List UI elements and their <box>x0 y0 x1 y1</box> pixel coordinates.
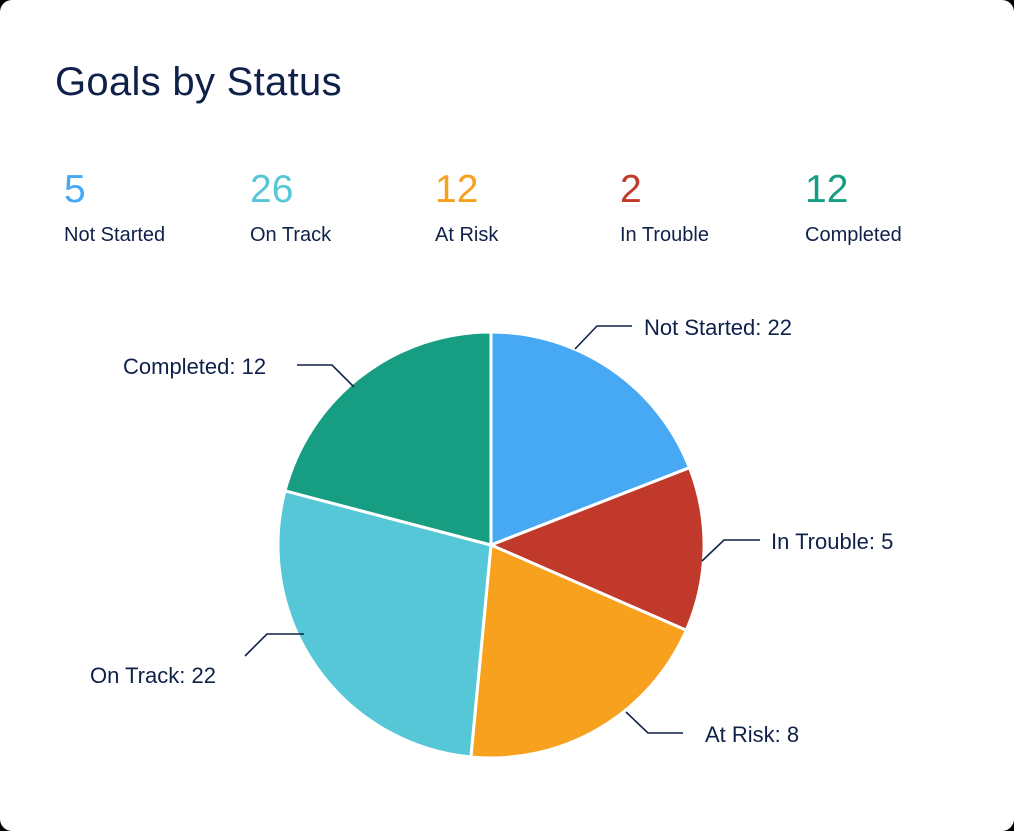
stat-value: 5 <box>64 168 86 211</box>
slice-completed[interactable] <box>283 330 493 547</box>
data-label-not-started: Not Started: 22 <box>644 315 792 340</box>
data-label-on-track: On Track: 22 <box>90 663 216 688</box>
chart-title: Goals by Status <box>55 60 342 104</box>
stat-label: At Risk <box>435 224 499 246</box>
stat-label: In Trouble <box>620 224 709 246</box>
stat-value: 26 <box>250 168 294 211</box>
stat-completed: 12 Completed <box>805 168 902 247</box>
stat-label: On Track <box>250 224 332 246</box>
stat-on-track: 26 On Track <box>250 168 331 247</box>
data-label-in-trouble: In Trouble: 5 <box>771 529 894 554</box>
stat-value: 12 <box>805 168 849 211</box>
leader-line-in-trouble <box>701 539 760 562</box>
stat-value: 2 <box>620 168 642 211</box>
slice-not-started[interactable] <box>489 330 691 547</box>
slice-in-trouble[interactable] <box>489 466 706 632</box>
data-label-at-risk: At Risk: 8 <box>705 722 800 747</box>
stat-value: 12 <box>435 168 479 211</box>
stat-in-trouble: 2 In Trouble <box>620 168 709 247</box>
leader-line-at-risk <box>625 711 683 734</box>
data-label-completed: Completed: 12 <box>123 354 267 379</box>
slice-at-risk[interactable] <box>469 543 688 760</box>
leader-line-on-track <box>244 633 304 657</box>
stat-label: Completed <box>805 224 902 246</box>
leader-line-not-started <box>574 325 632 350</box>
stat-not-started: 5 Not Started <box>64 168 165 247</box>
slice-on-track[interactable] <box>276 489 493 759</box>
stat-at-risk: 12 At Risk <box>435 168 498 247</box>
leader-line-completed <box>297 364 355 388</box>
stat-label: Not Started <box>64 224 166 246</box>
